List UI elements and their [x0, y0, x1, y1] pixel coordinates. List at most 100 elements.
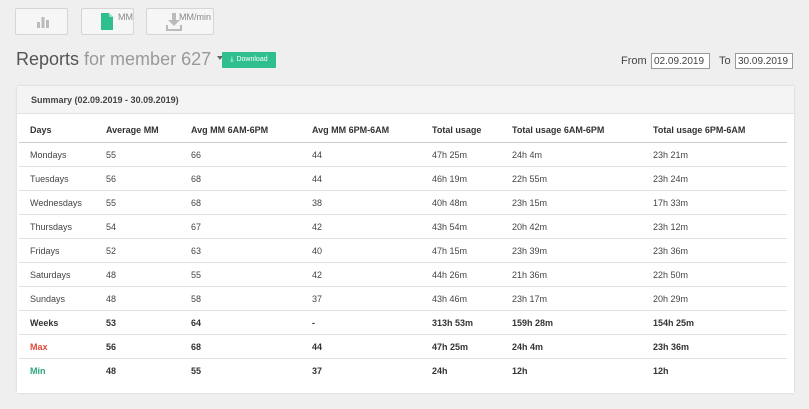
- table-cell: 17h 33m: [653, 190, 787, 215]
- column-header: Total usage 6PM-6AM: [653, 118, 787, 143]
- page-title[interactable]: Reports for member 627: [16, 49, 224, 70]
- table-cell: Mondays: [19, 142, 106, 167]
- table-row: Thursdays 54 67 42 43h 54m 20h 42m 23h 12m: [19, 214, 787, 239]
- mm-min-button-label: MM/min: [179, 12, 211, 22]
- table-cell: 23h 15m: [512, 190, 653, 215]
- table-row: Saturdays 48 55 42 44h 26m 21h 36m 22h 50m: [19, 262, 787, 287]
- table-row: Max 56 68 44 47h 25m 24h 4m 23h 36m: [19, 334, 787, 359]
- table-cell: 47h 25m: [432, 142, 512, 167]
- download-button[interactable]: ⤓ Download: [222, 52, 276, 68]
- to-date-input[interactable]: [735, 53, 793, 69]
- table-cell: Tuesdays: [19, 166, 106, 191]
- table-cell: 47h 25m: [432, 334, 512, 359]
- table-cell: 55: [191, 358, 312, 382]
- summary-title: Summary (02.09.2019 - 30.09.2019): [17, 86, 794, 114]
- column-header: Avg MM 6AM-6PM: [191, 118, 312, 143]
- table-cell: 43h 46m: [432, 286, 512, 311]
- table-cell: 23h 21m: [653, 142, 787, 167]
- table-cell: 55: [191, 262, 312, 287]
- table-cell: 64: [191, 310, 312, 335]
- download-icon: ⤓: [230, 56, 234, 63]
- table-cell: 56: [106, 166, 191, 191]
- table-cell: 68: [191, 334, 312, 359]
- table-cell: 313h 53m: [432, 310, 512, 335]
- table-cell: 22h 55m: [512, 166, 653, 191]
- table-cell: 22h 50m: [653, 262, 787, 287]
- table-cell: 23h 36m: [653, 334, 787, 359]
- table-cell: 21h 36m: [512, 262, 653, 287]
- table-cell: Fridays: [19, 238, 106, 263]
- table-cell: 63: [191, 238, 312, 263]
- table-cell: Wednesdays: [19, 190, 106, 215]
- column-header: Total usage: [432, 118, 512, 143]
- summary-card: Summary (02.09.2019 - 30.09.2019) Days A…: [17, 86, 794, 393]
- table-cell: 24h 4m: [512, 142, 653, 167]
- table-cell: 23h 36m: [653, 238, 787, 263]
- table-cell: 20h 29m: [653, 286, 787, 311]
- table-cell: Min: [19, 358, 106, 382]
- table-cell: 54: [106, 214, 191, 239]
- column-header: Days: [19, 118, 106, 143]
- table-cell: 44: [312, 334, 432, 359]
- column-header: Average MM: [106, 118, 191, 143]
- table-cell: 44h 26m: [432, 262, 512, 287]
- table-cell: 42: [312, 262, 432, 287]
- summary-table: Days Average MM Avg MM 6AM-6PM Avg MM 6P…: [19, 118, 787, 382]
- table-cell: -: [312, 310, 432, 335]
- table-cell: Weeks: [19, 310, 106, 335]
- table-cell: 23h 24m: [653, 166, 787, 191]
- bar-chart-button[interactable]: [15, 8, 68, 35]
- mm-button[interactable]: MM: [81, 8, 134, 35]
- table-cell: 154h 25m: [653, 310, 787, 335]
- page-title-main: Reports: [16, 49, 80, 69]
- table-row: Min 48 55 37 24h 12h 12h: [19, 358, 787, 382]
- from-label: From: [621, 55, 647, 67]
- column-header: Avg MM 6PM-6AM: [312, 118, 432, 143]
- bar-chart-icon: [37, 17, 49, 28]
- table-cell: 47h 15m: [432, 238, 512, 263]
- document-icon: [101, 13, 113, 30]
- table-cell: 159h 28m: [512, 310, 653, 335]
- table-cell: 43h 54m: [432, 214, 512, 239]
- from-date-input[interactable]: [651, 53, 710, 69]
- table-row: Mondays 55 66 44 47h 25m 24h 4m 23h 21m: [19, 142, 787, 167]
- to-label: To: [719, 55, 731, 67]
- table-cell: 24h 4m: [512, 334, 653, 359]
- table-cell: 44: [312, 142, 432, 167]
- table-cell: 38: [312, 190, 432, 215]
- member-selector[interactable]: for member 627: [84, 49, 212, 69]
- table-header-row: Days Average MM Avg MM 6AM-6PM Avg MM 6P…: [19, 118, 787, 143]
- table-cell: 23h 17m: [512, 286, 653, 311]
- table-cell: 37: [312, 286, 432, 311]
- table-row: Tuesdays 56 68 44 46h 19m 22h 55m 23h 24m: [19, 166, 787, 191]
- table-cell: 55: [106, 190, 191, 215]
- table-cell: 20h 42m: [512, 214, 653, 239]
- table-cell: 23h 12m: [653, 214, 787, 239]
- download-button-label: Download: [236, 56, 268, 63]
- chevron-down-icon[interactable]: [217, 56, 224, 61]
- table-cell: 67: [191, 214, 312, 239]
- table-cell: 12h: [653, 358, 787, 382]
- table-cell: 40h 48m: [432, 190, 512, 215]
- table-cell: 68: [191, 190, 312, 215]
- table-cell: 12h: [512, 358, 653, 382]
- table-cell: 55: [106, 142, 191, 167]
- table-cell: 53: [106, 310, 191, 335]
- table-row: Wednesdays 55 68 38 40h 48m 23h 15m 17h 33m: [19, 190, 787, 215]
- table-row: Sundays 48 58 37 43h 46m 23h 17m 20h 29m: [19, 286, 787, 311]
- table-cell: 46h 19m: [432, 166, 512, 191]
- table-cell: 58: [191, 286, 312, 311]
- table-cell: 48: [106, 262, 191, 287]
- table-cell: Sundays: [19, 286, 106, 311]
- table-cell: 44: [312, 166, 432, 191]
- table-cell: 48: [106, 286, 191, 311]
- download-icon: [166, 13, 182, 31]
- table-cell: 48: [106, 358, 191, 382]
- table-cell: 68: [191, 166, 312, 191]
- table-row: Fridays 52 63 40 47h 15m 23h 39m 23h 36m: [19, 238, 787, 263]
- table-cell: 37: [312, 358, 432, 382]
- table-cell: Thursdays: [19, 214, 106, 239]
- table-cell: 24h: [432, 358, 512, 382]
- table-cell: 52: [106, 238, 191, 263]
- mm-min-button[interactable]: MM/min: [146, 8, 214, 35]
